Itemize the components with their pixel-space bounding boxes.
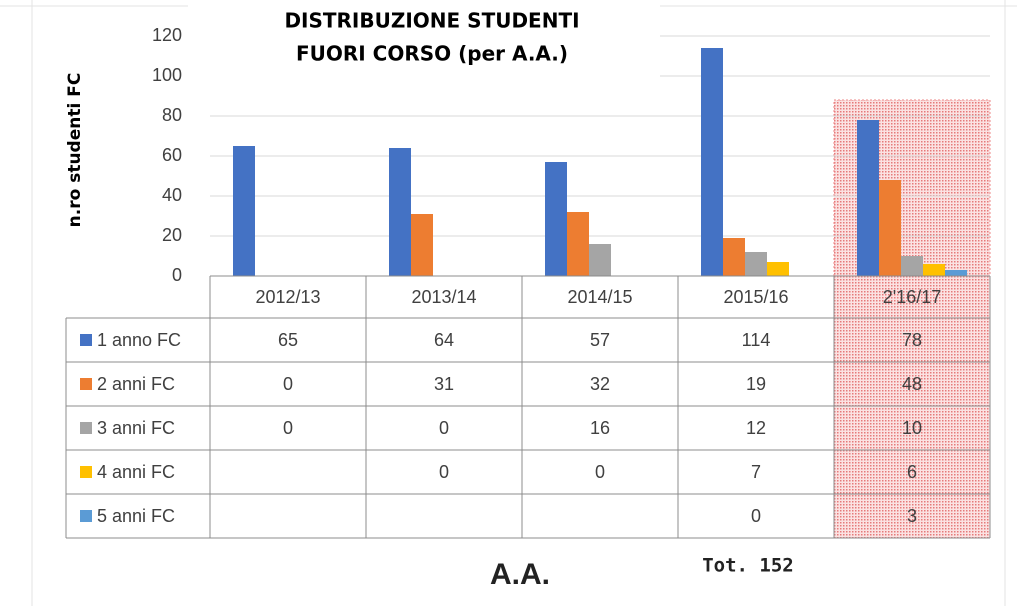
table-cell: 0 <box>439 418 449 438</box>
legend-swatch <box>80 466 92 478</box>
legend-label: 2 anni FC <box>97 374 175 394</box>
y-tick-label: 80 <box>162 105 182 125</box>
x-tick-label: 2014/15 <box>567 287 632 307</box>
legend-label: 3 anni FC <box>97 418 175 438</box>
x-axis-label: A.A. <box>490 558 550 591</box>
y-tick-label: 120 <box>152 25 182 45</box>
table-cell: 0 <box>439 462 449 482</box>
table-cell: 65 <box>278 330 298 350</box>
bar <box>411 214 433 276</box>
bar <box>389 148 411 276</box>
table-cell: 57 <box>590 330 610 350</box>
x-tick-label: 2015/16 <box>723 287 788 307</box>
legend-label: 1 anno FC <box>97 330 181 350</box>
legend-swatch <box>80 334 92 346</box>
bar <box>767 262 789 276</box>
legend-swatch <box>80 422 92 434</box>
bar <box>745 252 767 276</box>
table-cell: 6 <box>907 462 917 482</box>
title-box <box>188 0 660 82</box>
bar <box>945 270 967 276</box>
table-cell: 32 <box>590 374 610 394</box>
y-tick-label: 0 <box>172 265 182 285</box>
table-cell: 19 <box>746 374 766 394</box>
table-cell: 12 <box>746 418 766 438</box>
x-tick-label: 2'16/17 <box>883 287 942 307</box>
bar <box>923 264 945 276</box>
legend-label: 5 anni FC <box>97 506 175 526</box>
y-tick-label: 60 <box>162 145 182 165</box>
legend-label: 4 anni FC <box>97 462 175 482</box>
legend-swatch <box>80 378 92 390</box>
y-tick-label: 100 <box>152 65 182 85</box>
table-cell: 64 <box>434 330 454 350</box>
table-cell: 0 <box>283 374 293 394</box>
y-tick-label: 20 <box>162 225 182 245</box>
table-cell: 10 <box>902 418 922 438</box>
table-cell: 3 <box>907 506 917 526</box>
y-axis-label: n.ro studenti FC <box>65 73 85 228</box>
annotation: Tot. 152 <box>702 555 794 577</box>
table-cell: 0 <box>595 462 605 482</box>
bar <box>857 120 879 276</box>
legend-swatch <box>80 510 92 522</box>
table-cell: 114 <box>742 330 771 350</box>
table-cell: 78 <box>902 330 922 350</box>
chart-title: FUORI CORSO (per A.A.) <box>296 42 568 66</box>
bar <box>701 48 723 276</box>
bar <box>723 238 745 276</box>
table-cell: 7 <box>751 462 761 482</box>
x-tick-label: 2012/13 <box>255 287 320 307</box>
y-tick-label: 40 <box>162 185 182 205</box>
bar <box>233 146 255 276</box>
chart-title: DISTRIBUZIONE STUDENTI <box>284 9 579 33</box>
table-cell: 48 <box>902 374 922 394</box>
bar <box>567 212 589 276</box>
table-cell: 31 <box>434 374 454 394</box>
bar <box>545 162 567 276</box>
table-cell: 0 <box>283 418 293 438</box>
bar <box>879 180 901 276</box>
table-cell: 16 <box>590 418 610 438</box>
table-cell: 0 <box>751 506 761 526</box>
bar <box>901 256 923 276</box>
bar <box>589 244 611 276</box>
x-tick-label: 2013/14 <box>411 287 476 307</box>
